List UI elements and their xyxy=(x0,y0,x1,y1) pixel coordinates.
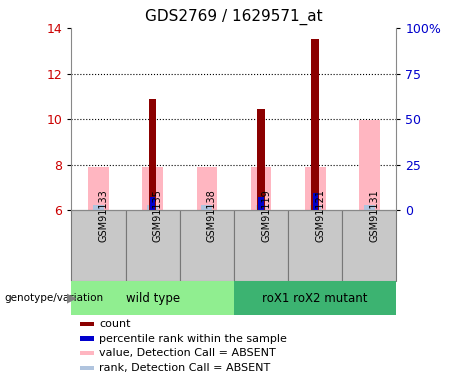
Text: value, Detection Call = ABSENT: value, Detection Call = ABSENT xyxy=(99,348,276,358)
Text: ▶: ▶ xyxy=(67,292,77,304)
Bar xyxy=(251,167,272,210)
Bar xyxy=(80,366,94,370)
Bar xyxy=(149,99,156,210)
Bar xyxy=(313,193,318,210)
Bar xyxy=(342,210,396,281)
Bar xyxy=(71,281,234,315)
Text: GSM91135: GSM91135 xyxy=(153,189,163,242)
Bar xyxy=(258,198,264,210)
Bar xyxy=(234,210,288,281)
Text: GSM91119: GSM91119 xyxy=(261,189,271,242)
Text: roX1 roX2 mutant: roX1 roX2 mutant xyxy=(262,292,368,304)
Bar xyxy=(125,210,180,281)
Bar xyxy=(80,322,94,326)
Text: percentile rank within the sample: percentile rank within the sample xyxy=(99,334,287,344)
Bar xyxy=(255,206,266,210)
Bar xyxy=(150,198,155,210)
Bar xyxy=(196,167,217,210)
Text: genotype/variation: genotype/variation xyxy=(5,293,104,303)
Bar xyxy=(93,206,104,210)
Text: GSM91131: GSM91131 xyxy=(369,189,379,242)
Text: GSM91138: GSM91138 xyxy=(207,189,217,242)
Bar xyxy=(364,206,375,210)
Bar xyxy=(80,336,94,341)
Text: GSM91121: GSM91121 xyxy=(315,189,325,242)
Bar xyxy=(88,167,109,210)
Bar xyxy=(147,206,158,210)
Bar xyxy=(288,210,342,281)
Text: wild type: wild type xyxy=(126,292,180,304)
Bar xyxy=(305,167,325,210)
Bar xyxy=(201,206,212,210)
Text: count: count xyxy=(99,319,130,329)
Text: GSM91133: GSM91133 xyxy=(99,189,108,242)
Bar xyxy=(234,281,396,315)
Bar xyxy=(180,210,234,281)
Bar xyxy=(142,167,163,210)
Bar xyxy=(312,39,319,210)
Bar xyxy=(359,120,380,210)
Bar xyxy=(71,210,125,281)
Text: rank, Detection Call = ABSENT: rank, Detection Call = ABSENT xyxy=(99,363,270,373)
Bar xyxy=(80,351,94,355)
Bar xyxy=(257,109,265,210)
Title: GDS2769 / 1629571_at: GDS2769 / 1629571_at xyxy=(145,9,323,26)
Bar xyxy=(310,206,320,210)
